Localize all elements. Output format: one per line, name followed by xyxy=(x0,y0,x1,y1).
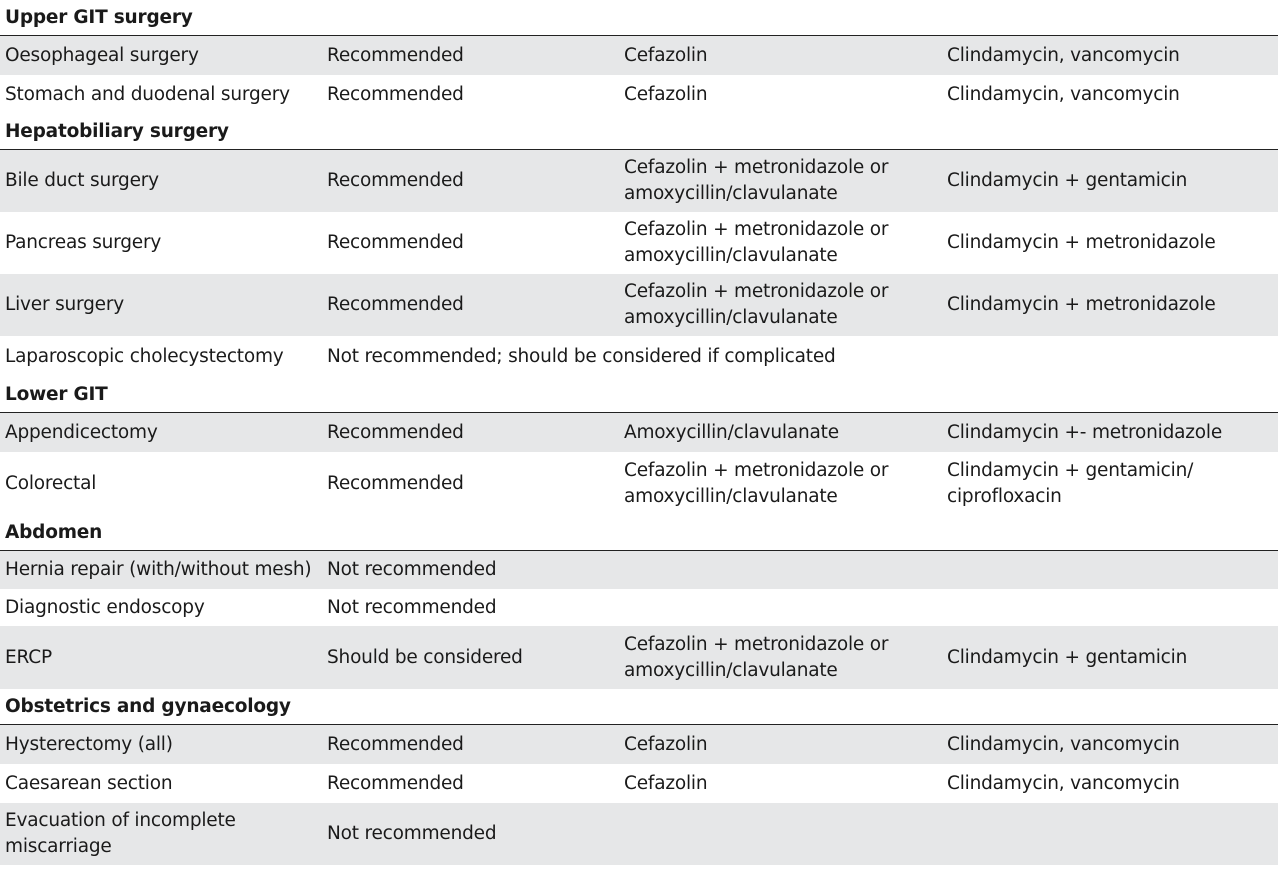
antibiotic-cell: Cefazolin xyxy=(624,44,708,66)
recommendation-cell: Not recommended; should be considered if… xyxy=(327,345,836,367)
section-header: Hepatobiliary surgery xyxy=(0,114,1278,150)
procedure-cell: Caesarean section xyxy=(5,772,173,794)
table-row: Diagnostic endoscopy Not recommended xyxy=(0,589,1278,626)
section-header: Obstetrics and gynaecology xyxy=(0,689,1278,725)
procedure-cell: Stomach and duodenal surgery xyxy=(5,83,290,105)
alternative-cell: Clindamycin + gentamicin xyxy=(947,646,1188,668)
table-row: Oesophageal surgery Recommended Cefazolin C… xyxy=(0,36,1278,75)
alternative-cell xyxy=(942,803,1278,865)
table-row: Liver surgery Recommended Cefazolin + metr… xyxy=(0,274,1278,336)
section-header: Lower GIT xyxy=(0,377,1278,413)
table-row: Pancreas surgery Recommended Cefazolin + m… xyxy=(0,212,1278,274)
alternative-cell xyxy=(942,589,1278,626)
table-row: Evacuation of incomplete miscarriage Not … xyxy=(0,803,1278,865)
procedure-cell: Pancreas surgery xyxy=(5,232,162,253)
recommendation-cell: Recommended xyxy=(327,170,464,191)
section-title: Upper GIT surgery xyxy=(5,6,193,28)
procedure-cell: Oesophageal surgery xyxy=(5,44,199,66)
procedure-cell: Hernia repair (with/without mesh) xyxy=(5,559,312,580)
section-title: Lower GIT xyxy=(5,383,108,405)
alternative-cell xyxy=(942,551,1278,589)
alternative-cell: Clindamycin, vancomycin xyxy=(947,44,1180,66)
recommendation-cell: Recommended xyxy=(327,83,464,105)
recommendation-cell: Recommended xyxy=(327,294,464,315)
recommendation-cell: Recommended xyxy=(327,472,464,494)
table-row: Caesarean section Recommended Cefazolin Cli… xyxy=(0,764,1278,803)
section-title: Obstetrics and gynaecology xyxy=(5,695,291,717)
table-row: Appendicectomy Recommended Amoxycillin/cla… xyxy=(0,413,1278,452)
recommendation-cell: Recommended xyxy=(327,44,464,66)
table-row: Laparoscopic cholecystectomy Not recommen… xyxy=(0,336,1278,377)
antibiotic-cell xyxy=(619,589,942,626)
antibiotic-cell xyxy=(619,803,942,865)
antibiotic-cell: Amoxycillin/clavulanate xyxy=(624,421,839,443)
procedure-cell: Diagnostic endoscopy xyxy=(5,596,205,618)
table-row: ERCP Should be considered Cefazolin + metr… xyxy=(0,626,1278,689)
antibiotic-cell: Cefazolin xyxy=(624,772,708,794)
section-title: Hepatobiliary surgery xyxy=(5,120,229,142)
procedure-cell: Bile duct surgery xyxy=(5,170,159,191)
recommendation-cell: Not recommended xyxy=(327,559,497,580)
alternative-cell: Clindamycin, vancomycin xyxy=(947,83,1180,105)
recommendation-cell: Not recommended xyxy=(327,823,497,844)
recommendation-cell: Should be considered xyxy=(327,646,523,668)
alternative-cell: Clindamycin +- metronidazole xyxy=(947,421,1223,443)
antibiotic-cell: Cefazolin xyxy=(624,733,708,755)
table-row: Bile duct surgery Recommended Cefazolin + … xyxy=(0,150,1278,212)
table-row: Colorectal Recommended Cefazolin + metroni… xyxy=(0,452,1278,515)
section-title: Abdomen xyxy=(5,521,103,543)
recommendation-cell: Not recommended xyxy=(327,596,497,618)
recommendation-cell: Recommended xyxy=(327,421,464,443)
alternative-cell: Clindamycin, vancomycin xyxy=(947,772,1180,794)
antibiotic-cell: Cefazolin + metronidazole or amoxycillin… xyxy=(624,219,889,266)
procedure-cell: Colorectal xyxy=(5,472,97,494)
table-row: Stomach and duodenal surgery Recommended C… xyxy=(0,75,1278,114)
recommendation-cell: Recommended xyxy=(327,772,464,794)
procedure-cell: ERCP xyxy=(5,646,52,668)
antibiotic-cell: Cefazolin + metronidazole or amoxycillin… xyxy=(624,459,889,507)
alternative-cell: Clindamycin + gentamicin/ ciprofloxacin xyxy=(947,459,1194,507)
alternative-cell: Clindamycin + metronidazole xyxy=(947,232,1216,253)
alternative-cell: Clindamycin + gentamicin xyxy=(947,170,1188,191)
section-header: Abdomen xyxy=(0,515,1278,551)
table-row: Hysterectomy (all) Recommended Cefazolin Cl… xyxy=(0,725,1278,764)
antibiotic-cell xyxy=(619,551,942,589)
antibiotic-cell: Cefazolin + metronidazole or amoxycillin… xyxy=(624,281,889,328)
table-row: Hernia repair (with/without mesh) Not rec… xyxy=(0,551,1278,589)
antibiotic-cell: Cefazolin + metronidazole or amoxycillin… xyxy=(624,157,889,204)
recommendation-cell: Recommended xyxy=(327,232,464,253)
procedure-cell: Evacuation of incomplete miscarriage xyxy=(5,810,236,857)
alternative-cell: Clindamycin + metronidazole xyxy=(947,294,1216,315)
alternative-cell: Clindamycin, vancomycin xyxy=(947,733,1180,755)
antibiotic-cell: Cefazolin + metronidazole or amoxycillin… xyxy=(624,633,889,681)
recommendation-cell: Recommended xyxy=(327,733,464,755)
procedure-cell: Laparoscopic cholecystectomy xyxy=(5,345,284,367)
procedure-cell: Hysterectomy (all) xyxy=(5,733,173,755)
antibiotic-cell: Cefazolin xyxy=(624,83,708,105)
procedure-cell: Liver surgery xyxy=(5,294,124,315)
section-header: Upper GIT surgery xyxy=(0,0,1278,36)
procedure-cell: Appendicectomy xyxy=(5,421,158,443)
